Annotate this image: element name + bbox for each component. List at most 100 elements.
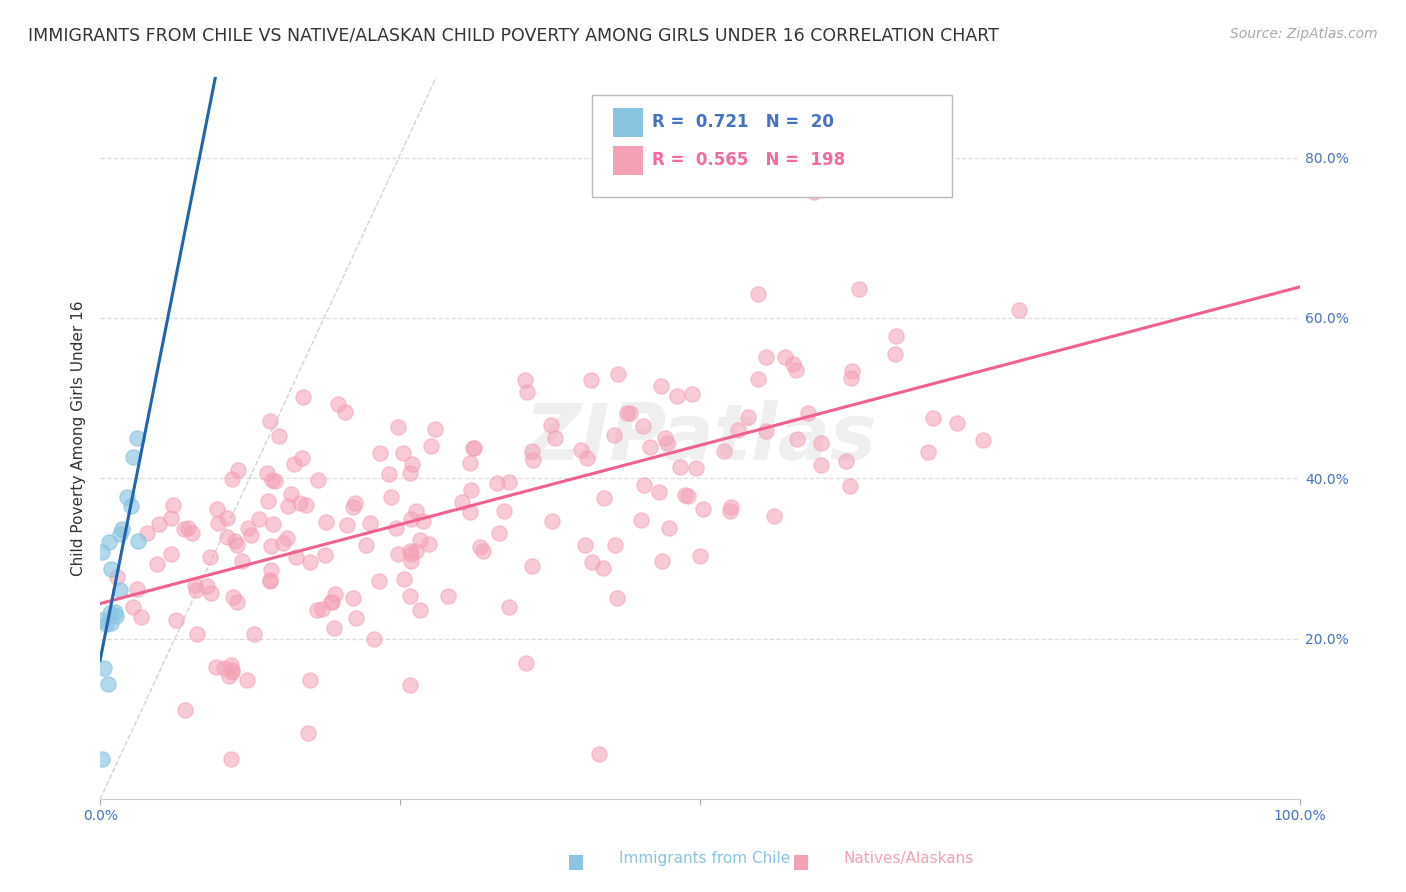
FancyBboxPatch shape bbox=[613, 108, 643, 136]
Point bbox=[810, 458, 832, 472]
Point bbox=[336, 518, 359, 533]
Point bbox=[423, 422, 446, 436]
Point bbox=[520, 444, 543, 458]
Point bbox=[200, 585, 222, 599]
Point bbox=[221, 663, 243, 677]
Point bbox=[522, 453, 544, 467]
Point bbox=[100, 562, 122, 576]
Point bbox=[277, 500, 299, 514]
Point bbox=[592, 560, 614, 574]
Point bbox=[98, 606, 121, 620]
Point bbox=[207, 516, 229, 530]
Point bbox=[314, 548, 336, 562]
Point bbox=[91, 613, 114, 627]
Point bbox=[461, 442, 484, 456]
Point bbox=[839, 478, 862, 492]
Point bbox=[247, 512, 270, 526]
Point bbox=[242, 626, 264, 640]
Point bbox=[148, 517, 170, 532]
Point bbox=[259, 414, 281, 428]
Point bbox=[972, 433, 994, 447]
Point bbox=[460, 483, 482, 498]
Point bbox=[321, 595, 343, 609]
Point bbox=[606, 367, 628, 381]
Point bbox=[322, 621, 344, 635]
Point bbox=[387, 420, 409, 434]
Point bbox=[763, 508, 786, 523]
Point bbox=[492, 504, 515, 518]
Point bbox=[631, 418, 654, 433]
Point bbox=[692, 502, 714, 516]
Point bbox=[173, 702, 195, 716]
Point bbox=[93, 661, 115, 675]
Point bbox=[405, 543, 427, 558]
Point bbox=[803, 186, 825, 200]
Point bbox=[576, 451, 599, 466]
Point bbox=[392, 446, 415, 460]
Point bbox=[315, 515, 337, 529]
Point bbox=[195, 579, 218, 593]
Point bbox=[399, 547, 422, 561]
Point bbox=[541, 514, 564, 528]
Point bbox=[451, 495, 474, 509]
Point bbox=[343, 496, 366, 510]
Point bbox=[231, 554, 253, 568]
Point bbox=[786, 432, 808, 446]
Point bbox=[648, 485, 671, 500]
Point bbox=[841, 364, 863, 378]
Point bbox=[299, 673, 322, 687]
Point bbox=[458, 505, 481, 519]
Point bbox=[689, 549, 711, 563]
Point bbox=[616, 406, 638, 420]
Point bbox=[342, 591, 364, 606]
Point bbox=[173, 523, 195, 537]
Point bbox=[368, 574, 391, 589]
Point bbox=[226, 538, 249, 552]
Point bbox=[108, 582, 131, 597]
Point bbox=[111, 522, 134, 536]
Point bbox=[121, 500, 143, 514]
Text: Natives/Alaskans: Natives/Alaskans bbox=[844, 851, 974, 865]
Point bbox=[104, 605, 127, 619]
Point bbox=[236, 521, 259, 535]
Point bbox=[122, 600, 145, 615]
Point bbox=[471, 544, 494, 558]
Point bbox=[606, 591, 628, 606]
Point bbox=[224, 533, 246, 548]
Point bbox=[299, 555, 322, 569]
Point bbox=[651, 554, 673, 568]
Point bbox=[280, 487, 302, 501]
Point bbox=[921, 411, 943, 425]
Point bbox=[226, 463, 249, 477]
Point bbox=[544, 431, 567, 445]
Text: R =  0.565   N =  198: R = 0.565 N = 198 bbox=[652, 152, 845, 169]
Point bbox=[105, 609, 128, 624]
Point bbox=[515, 373, 537, 387]
Point bbox=[136, 525, 159, 540]
Point bbox=[295, 499, 318, 513]
Point bbox=[633, 477, 655, 491]
Point bbox=[219, 752, 242, 766]
Point bbox=[593, 491, 616, 505]
Point bbox=[516, 384, 538, 399]
Point bbox=[412, 514, 434, 528]
Point bbox=[283, 457, 305, 471]
Point bbox=[498, 600, 520, 615]
Point bbox=[326, 396, 349, 410]
Point bbox=[666, 389, 689, 403]
Point bbox=[485, 476, 508, 491]
Point bbox=[363, 632, 385, 646]
Point bbox=[884, 328, 907, 343]
Point bbox=[181, 525, 204, 540]
Point bbox=[284, 550, 307, 565]
Point bbox=[207, 502, 229, 516]
Text: R =  0.721   N =  20: R = 0.721 N = 20 bbox=[652, 113, 834, 131]
Point bbox=[240, 528, 263, 542]
Point bbox=[222, 590, 245, 604]
Point bbox=[718, 504, 741, 518]
Point bbox=[235, 673, 257, 687]
Point bbox=[1008, 302, 1031, 317]
Point bbox=[785, 363, 807, 377]
Point bbox=[344, 611, 367, 625]
Point bbox=[359, 516, 381, 530]
